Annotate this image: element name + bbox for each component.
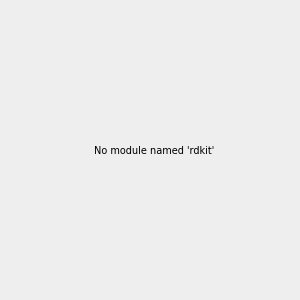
Text: No module named 'rdkit': No module named 'rdkit' bbox=[94, 146, 214, 157]
